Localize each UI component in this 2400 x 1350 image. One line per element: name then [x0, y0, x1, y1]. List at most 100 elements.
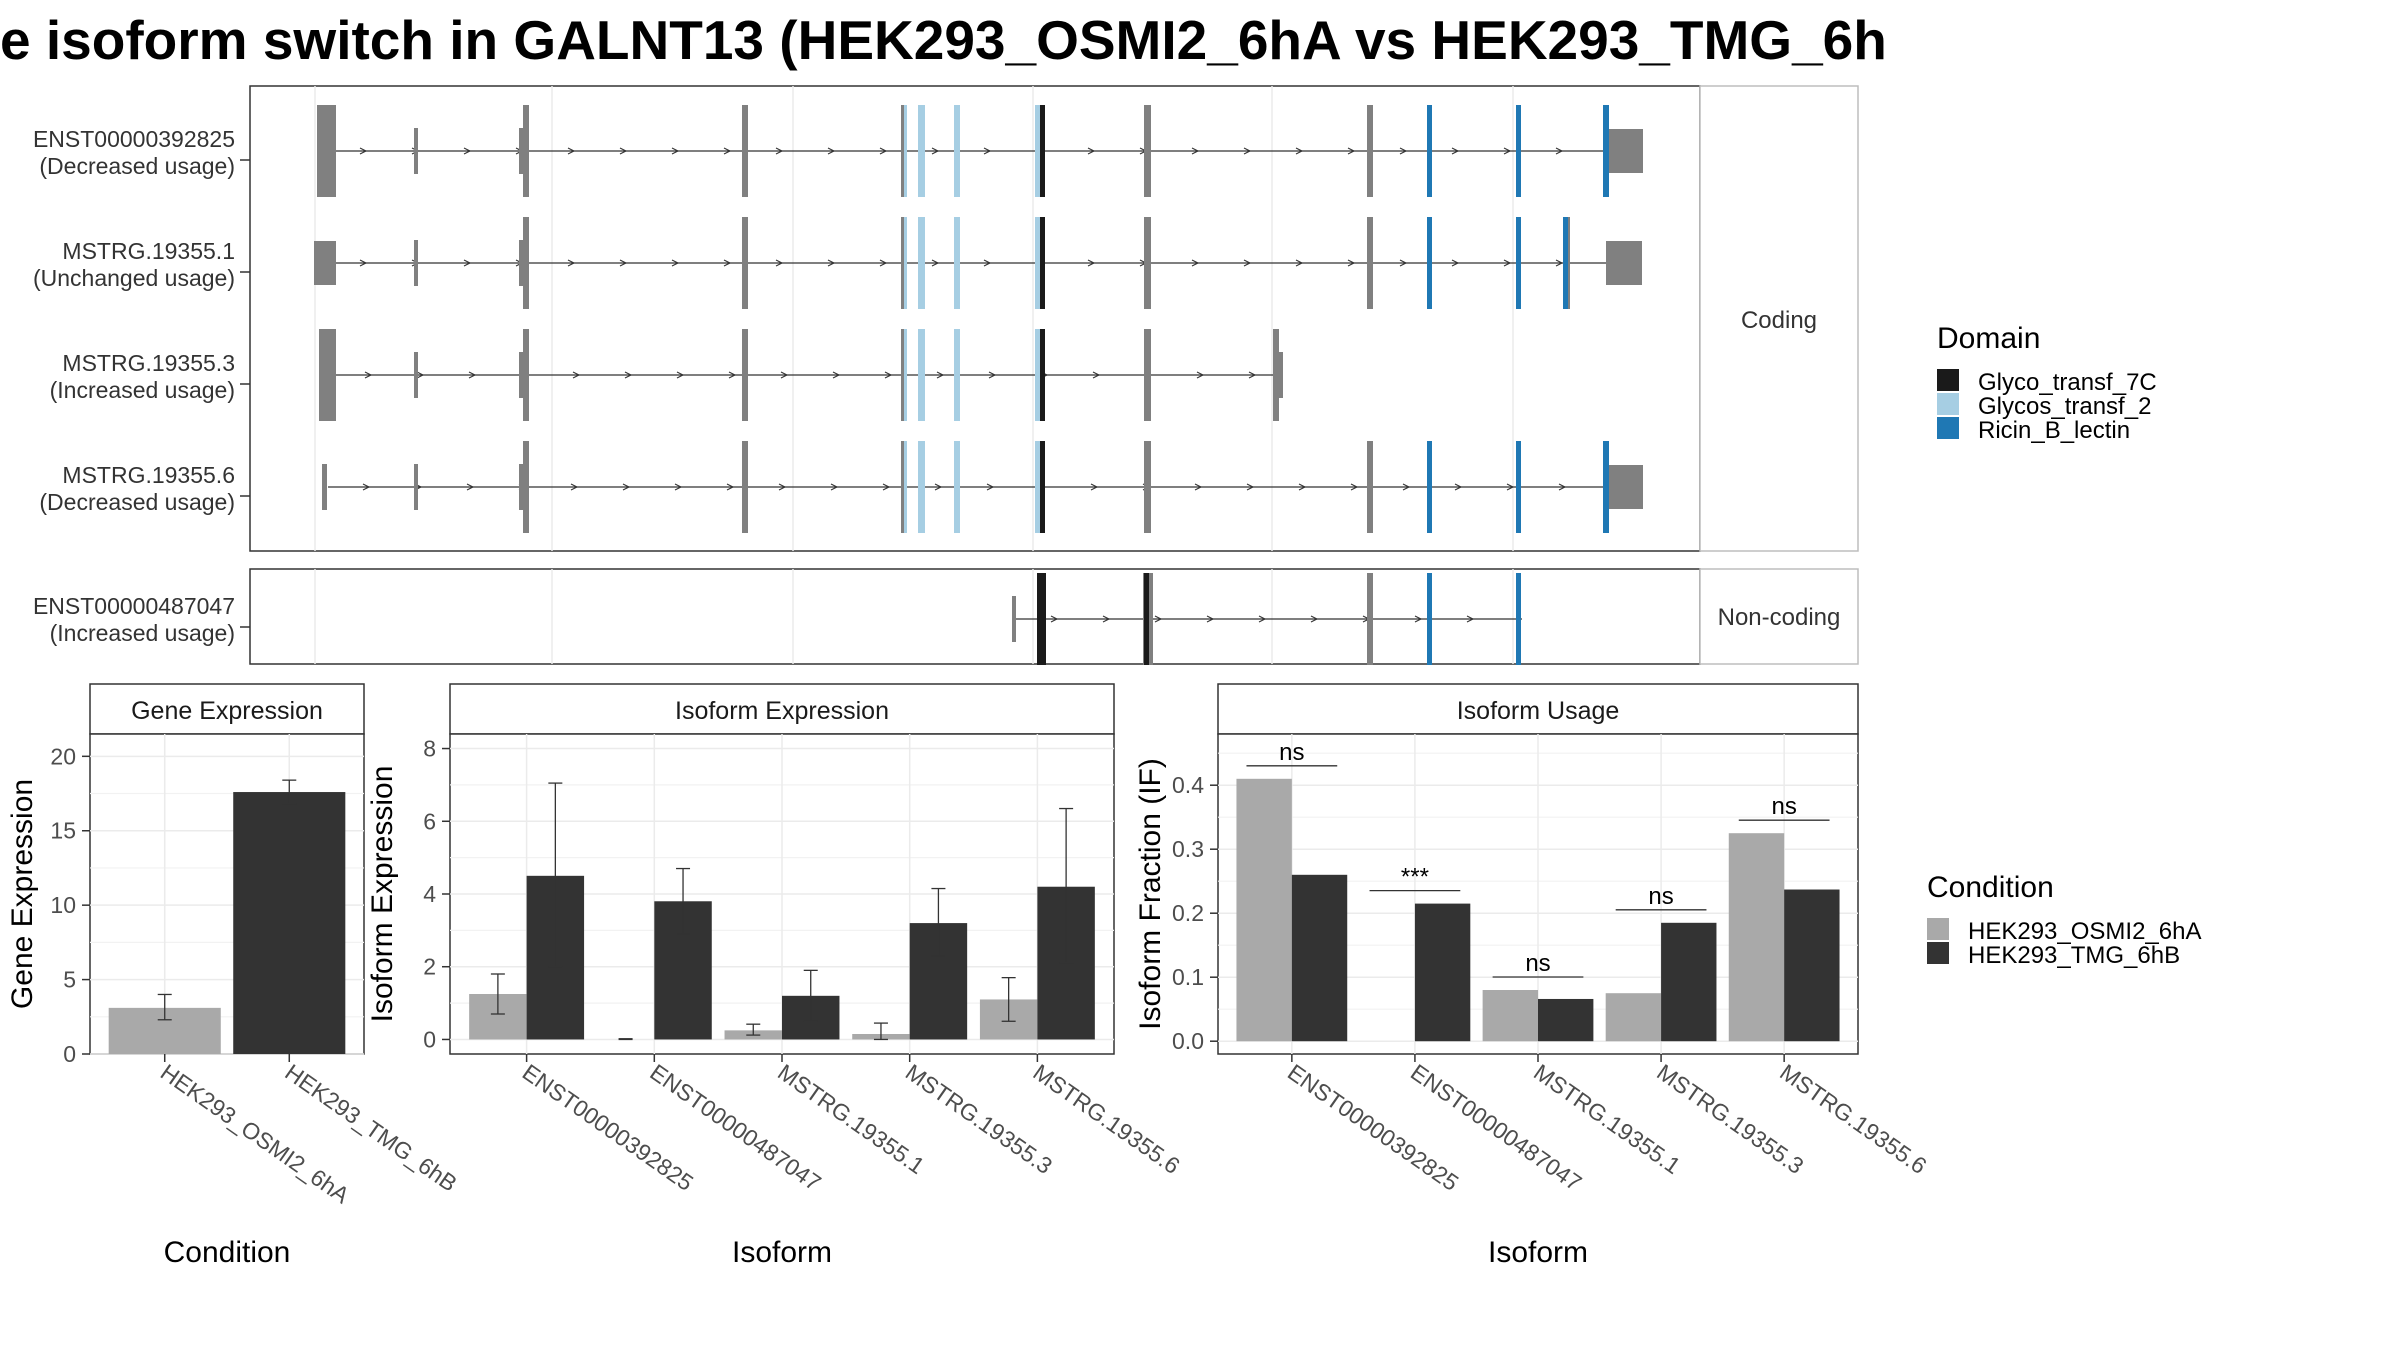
direction-arrow — [1555, 259, 1564, 267]
direction-arrow — [671, 147, 680, 155]
protein-domain — [1037, 573, 1046, 665]
direction-arrow — [1191, 259, 1200, 267]
exon — [1273, 329, 1279, 421]
exon — [1144, 441, 1151, 533]
direction-arrow — [1246, 483, 1255, 491]
exon — [1144, 329, 1151, 421]
direction-arrow — [1347, 147, 1356, 155]
exon — [519, 240, 524, 286]
exon — [1367, 573, 1373, 665]
protein-domain — [1427, 441, 1432, 533]
exon — [523, 441, 529, 533]
isoform-label: ENST00000487047 — [33, 593, 235, 619]
significance-label: ns — [1648, 883, 1673, 910]
gene-expression-y-tick-label: 20 — [50, 743, 76, 769]
protein-domain — [918, 105, 925, 197]
direction-arrow — [1347, 259, 1356, 267]
isoform-usage-bar — [1482, 990, 1538, 1042]
isoform-expression-y-tick-label: 0 — [423, 1026, 436, 1052]
protein-domain — [904, 441, 907, 533]
exon — [414, 464, 418, 510]
direction-arrow — [1402, 483, 1411, 491]
direction-arrow — [1206, 615, 1215, 623]
isoform-expression-y-tick-label: 2 — [423, 954, 436, 980]
direction-arrow — [468, 371, 477, 379]
direction-arrow — [1558, 483, 1567, 491]
isoform-expression-title: Isoform Expression — [675, 697, 889, 725]
protein-domain — [954, 217, 960, 309]
direction-arrow — [1243, 147, 1252, 155]
direction-arrow — [1399, 147, 1408, 155]
direction-arrow — [884, 371, 893, 379]
protein-domain — [1427, 217, 1432, 309]
exon — [414, 352, 418, 398]
exon — [519, 464, 524, 510]
protein-domain — [1516, 441, 1521, 533]
exon — [519, 128, 524, 174]
direction-arrow — [983, 259, 992, 267]
direction-arrow — [1555, 147, 1564, 155]
direction-arrow — [676, 371, 685, 379]
protein-domain — [1144, 573, 1149, 665]
direction-arrow — [567, 147, 576, 155]
isoform-usage-bar — [1728, 833, 1785, 1042]
isoform-usage-y-tick-label: 0.3 — [1172, 836, 1204, 862]
direction-arrow — [572, 371, 581, 379]
direction-arrow — [364, 371, 373, 379]
exon — [523, 217, 529, 309]
direction-arrow — [723, 259, 732, 267]
isoform-label: ENST00000392825 — [33, 126, 235, 152]
direction-arrow — [983, 147, 992, 155]
isoform-expression-xlabel: Isoform — [732, 1236, 832, 1269]
direction-arrow — [1310, 615, 1319, 623]
direction-arrow — [1087, 147, 1096, 155]
protein-domain — [918, 217, 925, 309]
protein-domain — [1516, 217, 1521, 309]
exon — [317, 105, 336, 197]
transcript-panel-coding — [249, 85, 1701, 552]
direction-arrow — [622, 483, 631, 491]
exon — [1367, 441, 1373, 533]
direction-arrow — [830, 483, 839, 491]
protein-domain — [1040, 441, 1045, 533]
direction-arrow — [1258, 615, 1267, 623]
exon — [1012, 596, 1016, 642]
direction-arrow — [624, 371, 633, 379]
exon — [1606, 241, 1642, 285]
gene-expression-strip — [89, 683, 365, 735]
direction-arrow — [570, 483, 579, 491]
protein-domain — [954, 329, 960, 421]
direction-arrow — [1454, 483, 1463, 491]
direction-arrow — [671, 259, 680, 267]
protein-domain — [918, 329, 925, 421]
exon — [1603, 129, 1643, 173]
isoform-usage-status: (Decreased usage) — [39, 153, 235, 179]
protein-domain — [1427, 105, 1432, 197]
gene-expression-title: Gene Expression — [131, 697, 323, 725]
direction-arrow — [1506, 483, 1515, 491]
direction-arrow — [1191, 147, 1200, 155]
domain-legend-label: Glyco_transf_7C — [1978, 369, 2157, 396]
gene-expression-y-tick-label: 10 — [50, 892, 76, 918]
direction-arrow — [1090, 483, 1099, 491]
exon — [414, 128, 418, 174]
exon — [319, 329, 336, 421]
direction-arrow — [463, 147, 472, 155]
direction-arrow — [1092, 371, 1101, 379]
direction-arrow — [1102, 615, 1111, 623]
isoform-usage-status: (Decreased usage) — [39, 489, 235, 515]
direction-arrow — [986, 483, 995, 491]
isoform-usage-status: (Increased usage) — [50, 620, 235, 646]
protein-domain — [1035, 329, 1040, 421]
strip-label-noncoding: Non-coding — [1718, 604, 1841, 631]
protein-domain — [1040, 105, 1045, 197]
exon — [1144, 217, 1151, 309]
domain-legend-label: Glycos_transf_2 — [1978, 393, 2151, 420]
direction-arrow — [832, 371, 841, 379]
isoform-usage-bar — [1236, 778, 1292, 1042]
condition-legend-swatch — [1927, 918, 1949, 940]
domain-legend-swatch — [1937, 393, 1959, 415]
exon — [314, 241, 336, 285]
figure-title: e isoform switch in GALNT13 (HEK293_OSMI… — [0, 9, 1887, 71]
protein-domain — [904, 217, 907, 309]
